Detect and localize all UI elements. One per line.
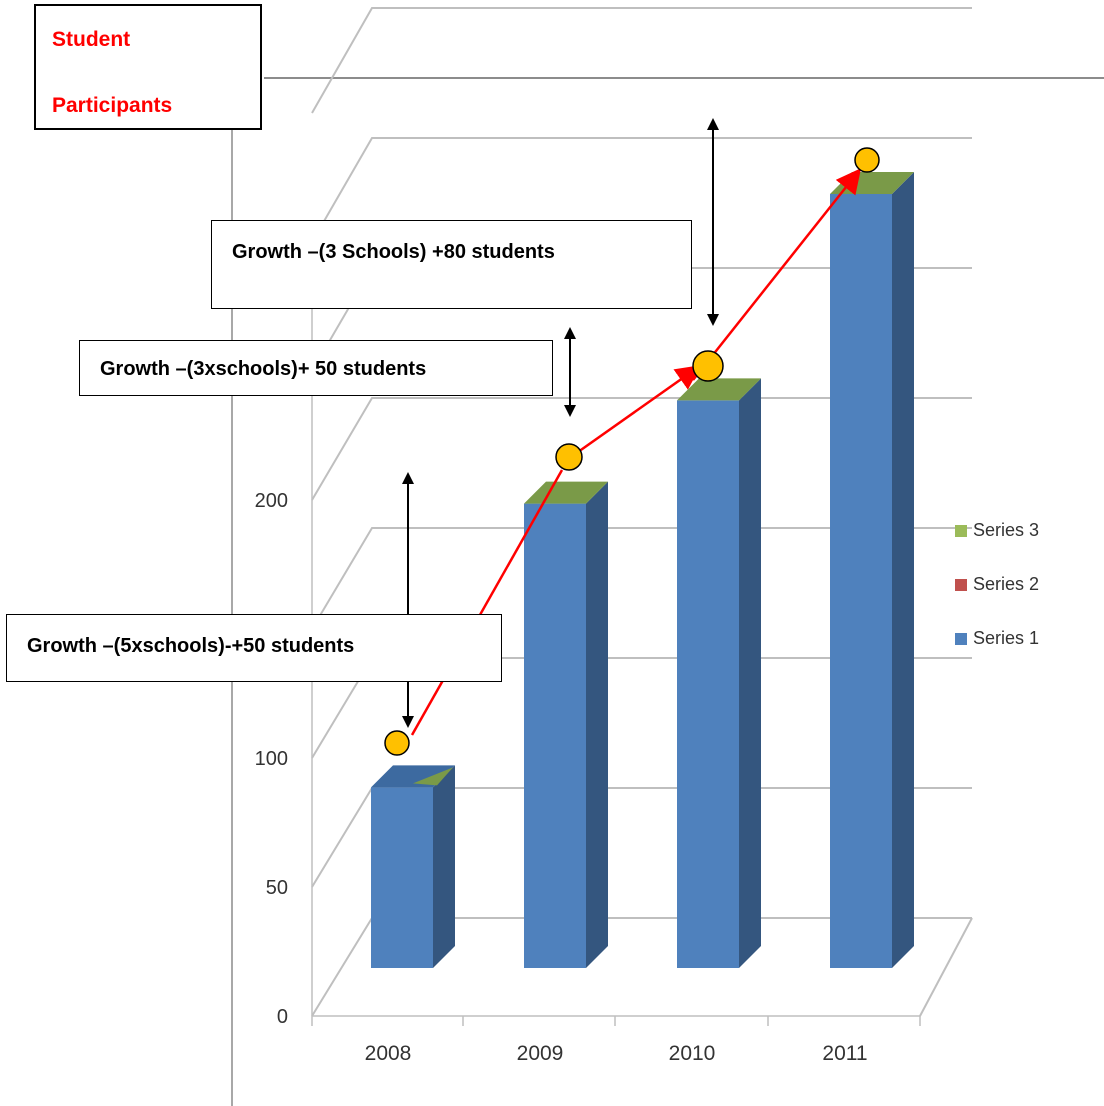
bar-2009 [524, 481, 608, 968]
annotation-growth-2010: Growth –(3xschools)+ 50 students [79, 340, 553, 396]
bar-2011 [830, 172, 914, 968]
legend-swatch [955, 633, 967, 645]
bar-front [677, 400, 739, 968]
annotation-growth-2009: Growth –(5xschools)-+50 students [6, 614, 502, 682]
trend-marker [692, 350, 724, 382]
trend-markers [384, 147, 880, 756]
bar-top-series3 [413, 767, 453, 786]
bar-side [892, 172, 914, 968]
legend-item-series1: Series 1 [955, 628, 1039, 649]
chart-title-line2: Participants [52, 94, 173, 117]
y-tick-label: 100 [255, 748, 288, 770]
bar-side [739, 378, 761, 968]
legend-swatch [955, 525, 967, 537]
bar-front [830, 194, 892, 968]
gridline [311, 397, 972, 501]
growth-arrow-head [564, 405, 576, 417]
legend-item-series3: Series 3 [955, 520, 1039, 541]
bar-front [524, 503, 586, 968]
trend-segment [410, 469, 564, 736]
legend-label: Series 1 [973, 628, 1040, 648]
trend-marker [854, 147, 880, 173]
bar-side [586, 481, 608, 968]
growth-arrow-head [402, 716, 414, 728]
x-tick-label: 2008 [365, 1042, 412, 1065]
bars [371, 172, 914, 968]
trend-marker [384, 730, 410, 756]
annotation-growth-2011: Growth –(3 Schools) +80 students [211, 220, 692, 309]
annotation-text: Growth –(5xschools)-+50 students [27, 635, 355, 657]
trend-line [410, 168, 862, 736]
annotation-text: Growth –(3 Schools) +80 students [232, 241, 555, 263]
trend-marker [555, 443, 583, 471]
gridline [311, 527, 972, 630]
annotation-text: Growth –(3xschools)+ 50 students [100, 358, 427, 380]
bar-2010 [677, 378, 761, 968]
legend-label: Series 2 [973, 574, 1040, 594]
growth-arrow-head [707, 118, 719, 130]
trend-segment [692, 168, 862, 381]
trend-segment [577, 365, 702, 454]
growth-arrow-head [564, 327, 576, 339]
bar-front [371, 787, 433, 968]
x-tick-label: 2011 [822, 1042, 867, 1065]
growth-arrow-head [707, 314, 719, 326]
gridline [311, 137, 972, 243]
y-tick-label: 50 [266, 877, 288, 899]
growth-arrow-head [402, 472, 414, 484]
y-tick-label: 200 [255, 490, 288, 512]
floor-edge [919, 917, 973, 1017]
x-axis: 2008 2009 2010 2011 [311, 1015, 921, 1065]
x-tick-label: 2009 [517, 1042, 564, 1065]
bar-2008 [371, 765, 455, 968]
gridline [311, 7, 972, 114]
bar-side [433, 765, 455, 968]
legend-item-series2: Series 2 [955, 574, 1039, 595]
chart-title-line1: Student [52, 28, 131, 51]
x-tick-label: 2010 [669, 1042, 716, 1065]
legend-label: Series 3 [973, 520, 1040, 540]
legend-swatch [955, 579, 967, 591]
chart-title-box: Student Participants [34, 4, 262, 130]
y-tick-label: 0 [277, 1006, 288, 1028]
